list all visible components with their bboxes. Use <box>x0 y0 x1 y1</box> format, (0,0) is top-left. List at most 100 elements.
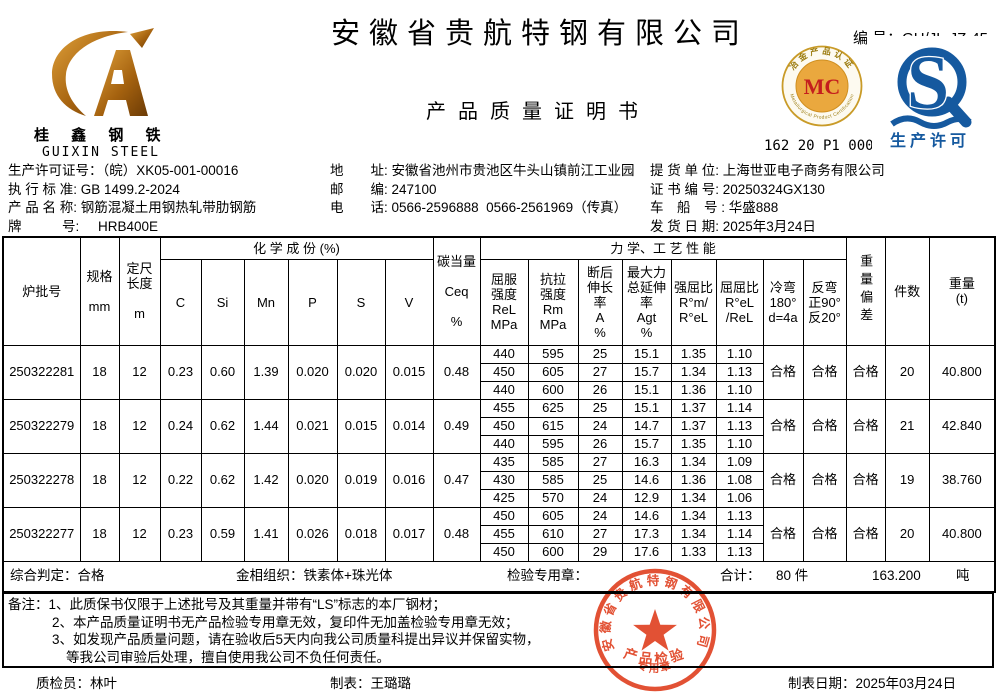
address-value: 安徽省池州市贵池区牛头山镇前江工业园 <box>391 163 635 178</box>
table-cell: 450 <box>479 362 529 382</box>
table-cell: 合格 <box>762 506 804 562</box>
table-cell: 25 <box>577 344 623 364</box>
table-cell: 1.34 <box>670 524 717 544</box>
note-1: 1、此质保书仅限于上述批号及其重量并带有“LS”标志的本厂钢材； <box>48 597 447 612</box>
table-cell: 25 <box>577 398 623 418</box>
vehicle-value: 华盛888 <box>728 200 779 215</box>
table-cell: 0.026 <box>287 506 338 562</box>
table-cell: 440 <box>479 344 529 364</box>
col-header-C: C <box>159 258 202 346</box>
notes-label: 备注： <box>8 597 49 612</box>
col-header-weight-deviation: 重量偏差 <box>845 236 886 346</box>
phone-row: 电 话: 0566-2596888 0566-2561969（传真） <box>330 199 635 218</box>
table-cell: 18 <box>79 344 120 400</box>
table-cell: 14.7 <box>621 416 672 436</box>
table-cell: 27 <box>577 362 623 382</box>
table-cell: 21 <box>884 398 930 454</box>
logo-en-text: GUIXIN STEEL <box>42 145 160 160</box>
table-cell: 0.60 <box>200 344 245 400</box>
note-2: 2、本产品质量证明书无产品检验专用章无效，复印件无加盖检验专用章无效； <box>52 614 519 630</box>
notes-box: 备注：1、此质保书仅限于上述批号及其重量并带有“LS”标志的本厂钢材； 2、本产… <box>2 592 994 668</box>
col-header-elongation: 断后 伸长 率 A % <box>577 258 623 346</box>
table-cell: 29 <box>577 542 623 562</box>
table-cell: 450 <box>479 542 529 562</box>
table-cell: 1.33 <box>670 542 717 562</box>
table-cell: 0.47 <box>432 452 481 508</box>
zip-row: 邮 编: 247100 <box>330 181 635 200</box>
product-name-row: 产 品 名 称: 钢筋混凝土用钢热轧带肋钢筋 <box>8 199 256 218</box>
col-header-Si: Si <box>200 258 245 346</box>
table-cell: 15.1 <box>621 344 672 364</box>
table-cell: 1.08 <box>715 470 764 490</box>
address-row: 地 址: 安徽省池州市贵池区牛头山镇前江工业园 <box>330 162 635 181</box>
note-line: 3、如发现产品质量问题，请在验收后5天内向我公司质量科提出异议并保留实物， <box>8 631 988 649</box>
table-cell: 0.59 <box>200 506 245 562</box>
grade-label: 牌 号: <box>8 218 84 234</box>
table-cell: 1.44 <box>243 398 289 454</box>
table-cell: 585 <box>527 470 579 490</box>
group-header-chemistry: 化 学 成 份 (%) <box>159 236 434 260</box>
table-cell: 1.13 <box>715 542 764 562</box>
weight-unit: 吨 <box>956 568 970 583</box>
table-cell: 24 <box>577 506 623 526</box>
table-cell: 595 <box>527 434 579 454</box>
table-cell: 1.34 <box>670 362 717 382</box>
table-cell: 1.10 <box>715 434 764 454</box>
standard-label: 执 行 标 准: <box>8 181 81 197</box>
table-cell: 18 <box>79 398 120 454</box>
table-header: 炉批号 规格 mm 定尺 长度 m 化 学 成 份 (%) 碳当量 Ceq % … <box>2 236 996 346</box>
table-cell: 26 <box>577 380 623 400</box>
table-cell: 1.06 <box>715 488 764 508</box>
table-cell: 12 <box>118 344 161 400</box>
grade-row: 牌 号: HRB400E <box>8 218 256 237</box>
svg-text:产品检验: 产品检验 <box>622 645 688 667</box>
table-cell: 1.42 <box>243 452 289 508</box>
table-cell: 合格 <box>845 452 886 508</box>
batch-subrow: 430 585 25 14.6 1.36 1.08 <box>3 470 995 490</box>
table-cell: 0.015 <box>384 344 434 400</box>
table-cell: 455 <box>479 524 529 544</box>
batch-subrow: 440 595 26 15.7 1.35 1.10 <box>3 434 995 454</box>
note-line: 备注：1、此质保书仅限于上述批号及其重量并带有“LS”标志的本厂钢材； <box>8 596 988 614</box>
license-no-label: 生产许可证号： <box>8 163 103 178</box>
table-cell: 450 <box>479 506 529 526</box>
table-cell: 40.800 <box>928 506 996 562</box>
batch-subrow: 250322279 18 12 0.24 0.62 1.44 0.021 0.015 0.014… <box>2 398 996 454</box>
col-header-V: V <box>384 258 434 346</box>
table-cell: 1.14 <box>715 524 764 544</box>
quality-table: 炉批号 规格 mm 定尺 长度 m 化 学 成 份 (%) 碳当量 Ceq % … <box>2 236 996 593</box>
vehicle-row: 车 船 号 : 华盛888 <box>650 199 885 218</box>
table-cell: 16.3 <box>621 452 672 472</box>
col-header-ratio-rel: 屈屈比 R°eL /ReL <box>715 258 764 346</box>
stamp-line1-text: 产品检验 <box>622 645 685 667</box>
license-no-value: （皖）XK05-001-00016 <box>102 163 239 178</box>
table-cell: 250322281 <box>2 344 81 400</box>
overall-judgement: 综合判定：合格 <box>10 568 105 583</box>
document-title: 产品质量证明书 <box>426 101 650 123</box>
grade-value: HRB400E <box>83 218 159 234</box>
col-header-ratio-rm-rel: 强屈比 R°m/ R°eL <box>670 258 717 346</box>
table-cell: 42.840 <box>928 398 996 454</box>
total-pieces: 80 件 <box>776 568 809 583</box>
col-header-cold-bend: 冷弯 180° d=4a <box>762 258 804 346</box>
table-cell: 1.37 <box>670 416 717 436</box>
table-cell: 12.9 <box>621 488 672 508</box>
table-cell: 450 <box>479 416 529 436</box>
batch-subrow: 250322281 18 12 0.23 0.60 1.39 0.020 0.020 0.015… <box>2 344 996 400</box>
table-cell: 合格 <box>802 452 847 508</box>
table-cell: 0.020 <box>287 344 338 400</box>
guixin-logo-icon <box>52 28 154 116</box>
sq-license-icon: S 生产许可 <box>872 36 988 154</box>
stamp-line2-text: 专用章 <box>636 658 672 674</box>
info-column-middle: 地 址: 安徽省池州市贵池区牛头山镇前江工业园 邮 编: 247100 电 话:… <box>330 162 635 218</box>
col-header-P: P <box>287 258 338 346</box>
table-cell: 18 <box>79 506 120 562</box>
table-cell: 14.6 <box>621 506 672 526</box>
col-header-agt: 最大力 总延伸 率 Agt % <box>621 258 672 346</box>
col-header-pieces: 件数 <box>884 236 930 346</box>
sq-label: 生产许可 <box>890 131 970 150</box>
summary-row: 综合判定：合格 金相组织：铁素体+珠光体 检验专用章： 合计： 80 件 163… <box>2 560 996 592</box>
table-cell: 合格 <box>845 398 886 454</box>
table-cell: 435 <box>479 452 529 472</box>
license-no-row: 生产许可证号：（皖）XK05-001-00016 <box>8 162 256 181</box>
